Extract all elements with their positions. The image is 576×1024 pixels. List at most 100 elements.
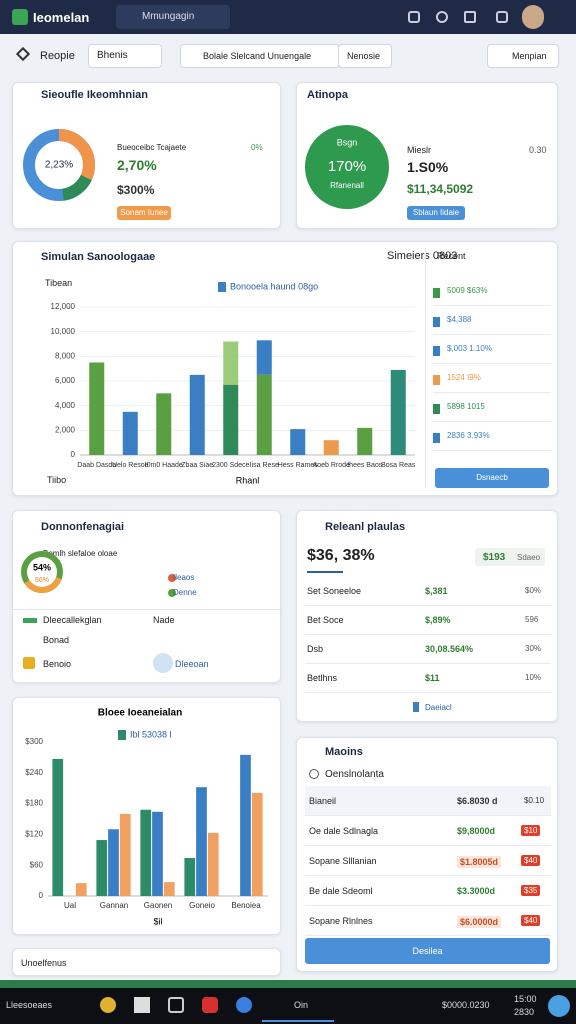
cell: $40 [521,915,541,926]
filter[interactable]: Bhenis [88,44,162,68]
legend: Denne [173,588,197,597]
item: Bonad [43,635,70,645]
plans-table: Set Soneeloe $,381 $0% Bet Soce $,89% 596 Dsb 3… [297,577,559,697]
icon[interactable] [408,11,420,23]
section: Dleecallekglan [43,615,102,625]
cell: $3.3000d [457,886,496,896]
mode[interactable]: Nenosie [338,44,392,68]
table-row: Oe dale Sdlnagla $9,8000d $10 [305,816,551,846]
summary-card: Sieoufle Ikeomhnian Bueoceibc Tcajaete 0… [12,82,281,229]
notification[interactable] [548,995,570,1017]
recent-item: 1524 I9% [447,373,481,382]
icon[interactable] [496,11,508,23]
divider [13,609,282,610]
value: $300% [117,183,155,197]
cell: 10% [525,673,542,682]
recent-icon [433,404,440,414]
caption: Bueoceibc Tcajaete [117,143,187,152]
app-icon[interactable] [134,997,150,1013]
table-row: Betlhns $11 10% [305,664,551,693]
action[interactable]: Menpian [487,44,559,68]
cell: $6.8030 d [457,796,498,806]
recent-item: $4,388 [447,315,472,324]
footer-link[interactable]: Daeiacl [425,703,452,712]
cell: 30% [525,644,542,653]
time: 15:00 [514,994,537,1004]
app-icon[interactable] [202,997,218,1013]
recent-icon [433,375,440,385]
recent-item: $,003 1.10% [447,344,492,353]
badge [475,548,545,566]
app-icon[interactable] [100,997,116,1013]
cell: Sopane Rlnlnes [309,916,373,926]
strip [0,980,576,988]
cell: $,381 [425,586,448,596]
divider [433,334,551,335]
value: 1.S0% [407,159,449,175]
divider [433,392,551,393]
divider [425,248,426,488]
table-row: Be dale Sdeoml $3.3000d $35 [305,876,551,906]
badge: Simeiers 0803 [387,250,458,262]
card-title: Atinopa [307,89,348,101]
header: Ieomelan Mmungagin [0,0,576,34]
icon [309,769,319,779]
recent-item: 5898 1015 [447,402,485,411]
table-row: Set Soneeloe $,381 $0% [305,577,551,606]
taskbar: Lleesoeaes Oin $0000.0230 15:00 2830 [0,988,576,1024]
overview-card: Simulan Sanoologaae Simeiers 0803 Tibean… [12,241,558,496]
avatar[interactable] [522,5,544,29]
button[interactable]: Sonam Iunee [117,206,171,220]
range[interactable]: Bolale Slelcand Unuengale [180,44,340,68]
table-row: Dsb 30,08.564% 30% [305,635,551,664]
taskbar-app[interactable]: Oin [294,1000,309,1010]
app-name: Ieomelan [33,10,90,25]
card-title: Maoins [325,746,363,758]
legend: Ileaos [173,573,195,582]
total: $36, 38% [307,547,375,564]
icon [413,702,419,712]
cell: $1.8005d [457,856,502,868]
subtitle: Oenslnolanta [325,769,384,780]
text: Bemlh slefaloe oloae [43,549,118,558]
recent-icon [433,288,440,298]
icon[interactable] [436,11,448,23]
app-icon[interactable] [236,997,252,1013]
divider [433,363,551,364]
cell: $40 [521,855,541,866]
divider [433,305,551,306]
recent-icon [433,317,440,327]
underline [307,571,343,573]
search[interactable]: Mmungagin [116,5,230,29]
cell: Be dale Sdeoml [309,886,373,896]
cell: $10 [521,825,541,836]
legend-dot [168,589,176,597]
value: $11,34,5092 [407,182,474,196]
taskbar-search[interactable]: Lleesoeaes [6,1000,53,1010]
icon[interactable] [464,11,476,23]
status: $0000.0230 [442,1000,490,1010]
icon [153,653,173,673]
button[interactable]: Desilea [305,938,550,964]
table-row: Bet Soce $,89% 596 [305,606,551,635]
cell: 30,08.564% [425,644,474,654]
side-label: Tibean [45,278,73,288]
cell: Bianeil [309,796,337,806]
plans-card: Releanl plaulas $36, 38% $193 Sdaeo Set … [296,510,558,722]
recent-item: 2836 3.93% [447,431,490,440]
button[interactable]: Dsnaecb [435,468,549,488]
link[interactable]: Dleeoan [175,659,209,669]
recent-icon [433,433,440,443]
app-icon[interactable] [168,997,184,1013]
cell: 596 [525,615,539,624]
cell: $,89% [425,615,451,625]
logo [12,9,28,25]
card-title: Donnonfenagiai [41,521,125,533]
bills-table: Bianeil $6.8030 d $0.10 Oe dale Sdlnagla $9,… [297,786,559,936]
button[interactable]: Sblaun Iidaie [407,206,465,220]
value: 2,70% [117,157,157,173]
footer-card: Unoelfenus [12,948,281,976]
item: Benoio [43,659,72,669]
delta: 0% [251,143,263,152]
card-title: Sieoufle Ikeomhnian [41,89,148,101]
